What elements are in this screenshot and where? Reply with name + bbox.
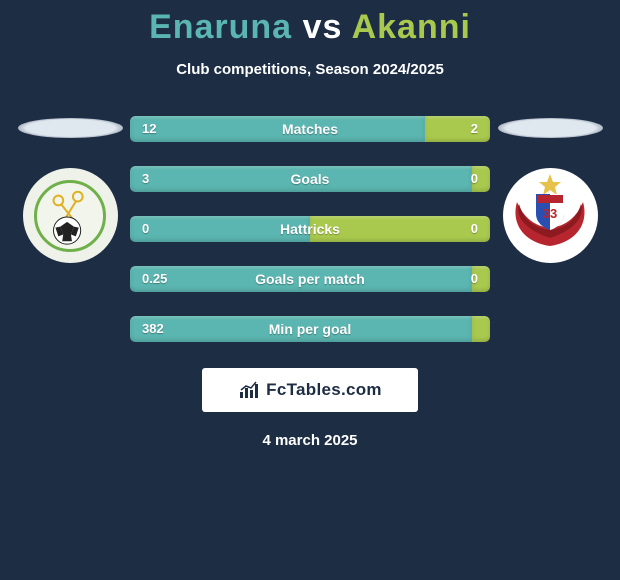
player2-shadow xyxy=(498,118,603,138)
stat-row: 0.250Goals per match xyxy=(130,266,490,292)
brand-badge: FcTables.com xyxy=(202,368,418,412)
stat-row: 122Matches xyxy=(130,116,490,142)
player1-crest xyxy=(23,168,118,263)
date-text: 4 march 2025 xyxy=(0,432,620,449)
player2-crest: 33 xyxy=(503,168,598,263)
page-title: Enaruna vs Akanni xyxy=(0,0,620,47)
stat-label: Min per goal xyxy=(130,316,490,342)
crest-number: 33 xyxy=(542,206,556,221)
stat-label: Goals xyxy=(130,166,490,192)
star-icon xyxy=(539,174,561,195)
stat-label: Hattricks xyxy=(130,216,490,242)
brand-text: FcTables.com xyxy=(266,380,382,400)
stat-label: Goals per match xyxy=(130,266,490,292)
title-player1: Enaruna xyxy=(149,8,292,46)
title-vs: vs xyxy=(303,8,343,46)
title-player2: Akanni xyxy=(352,8,471,46)
crest-left-icon xyxy=(37,182,103,250)
stat-row: 382Min per goal xyxy=(130,316,490,342)
main-content: 122Matches 30Goals 00Hattricks 0.250Goals p… xyxy=(0,116,620,342)
left-panel xyxy=(10,116,130,263)
right-panel: 33 xyxy=(490,116,610,263)
stat-bars: 122Matches 30Goals 00Hattricks 0.250Goals p… xyxy=(130,116,490,342)
stat-row: 00Hattricks xyxy=(130,216,490,242)
brand-chart-icon xyxy=(238,380,260,400)
infographic-root: Enaruna vs Akanni Club competitions, Sea… xyxy=(0,0,620,580)
stat-row: 30Goals xyxy=(130,166,490,192)
subtitle: Club competitions, Season 2024/2025 xyxy=(0,61,620,78)
player1-shadow xyxy=(18,118,123,138)
player1-crest-inner xyxy=(34,180,106,252)
crest-right-icon: 33 xyxy=(503,168,598,263)
stat-label: Matches xyxy=(130,116,490,142)
